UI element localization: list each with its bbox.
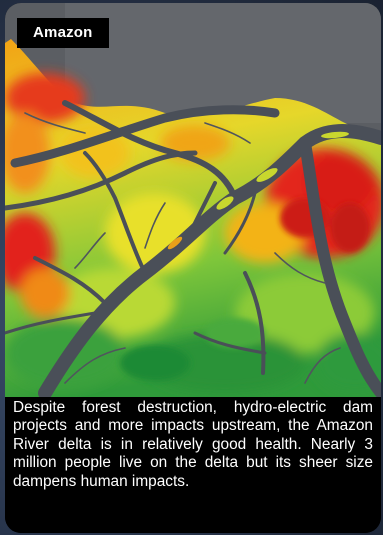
islands xyxy=(167,131,349,250)
ocean-top xyxy=(65,3,381,123)
delta-map xyxy=(5,3,381,397)
caption-box: Despite forest destruction, hydro-electr… xyxy=(5,397,381,533)
map-card: Amazon Despite forest destruction, hydro… xyxy=(5,3,381,533)
river-channels-fine xyxy=(24,112,341,384)
caption-text: Despite forest destruction, hydro-electr… xyxy=(13,399,373,490)
region-label: Amazon xyxy=(17,18,109,48)
